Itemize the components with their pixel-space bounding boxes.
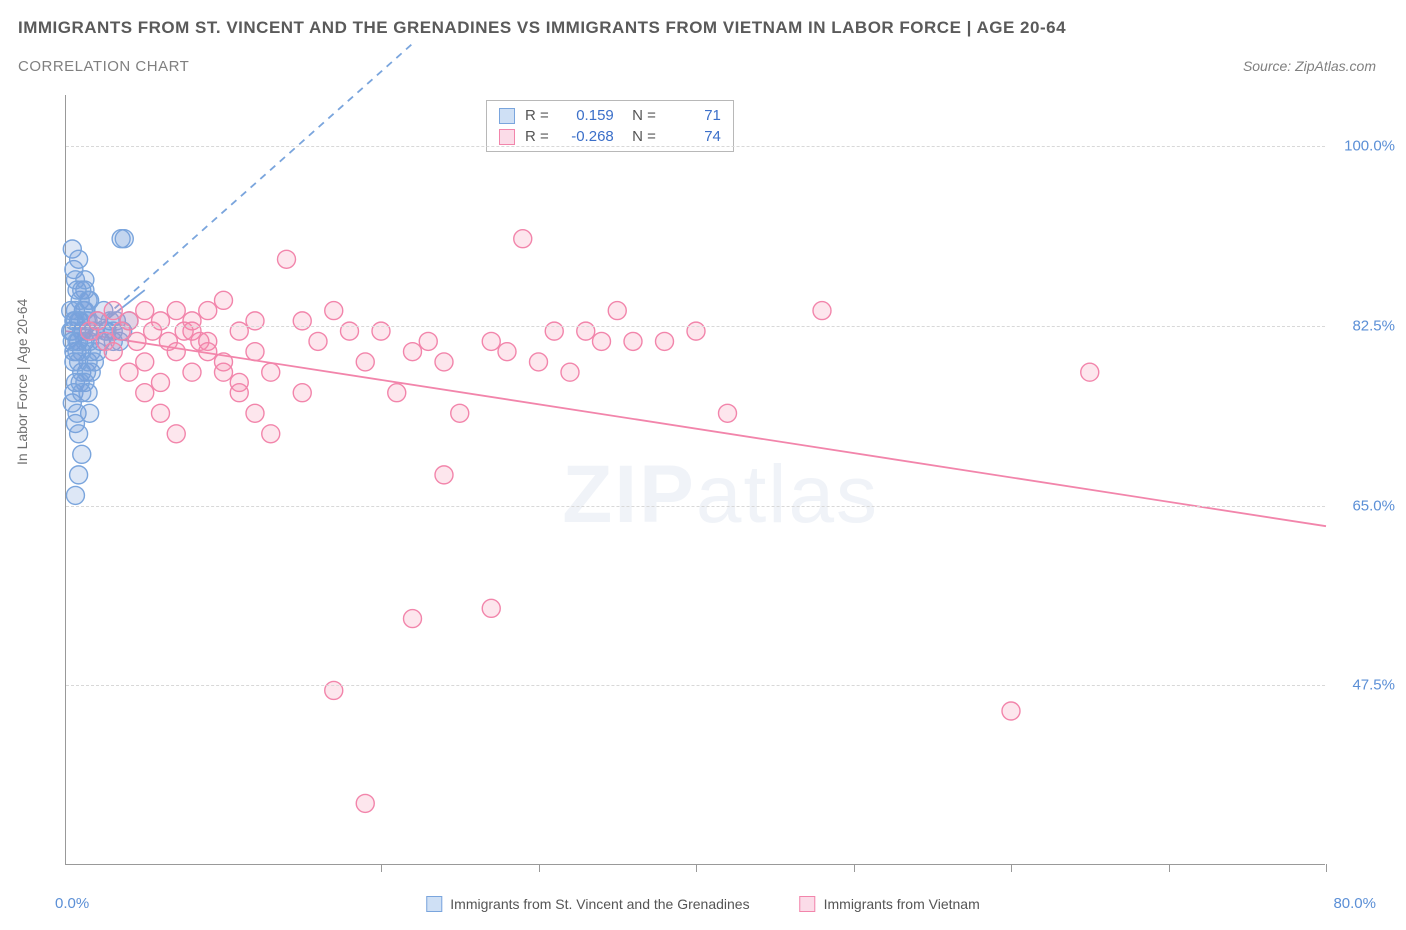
stats-legend-box: R = 0.159 N = 71 R = -0.268 N = 74 [486, 100, 734, 152]
legend-item-a: Immigrants from St. Vincent and the Gren… [426, 896, 749, 912]
y-tick-label: 82.5% [1352, 318, 1395, 335]
bottom-legend: Immigrants from St. Vincent and the Gren… [426, 896, 979, 912]
chart-subtitle: CORRELATION CHART [18, 58, 189, 75]
y-tick-label: 47.5% [1352, 677, 1395, 694]
source-label: Source: ZipAtlas.com [1243, 58, 1376, 74]
legend-label-a: Immigrants from St. Vincent and the Gren… [450, 896, 749, 912]
x-axis-min-label: 0.0% [55, 895, 89, 912]
r-value-a: 0.159 [559, 107, 614, 124]
n-label: N = [624, 128, 656, 145]
y-tick-label: 100.0% [1344, 138, 1395, 155]
r-label: R = [525, 128, 549, 145]
n-value-a: 71 [666, 107, 721, 124]
swatch-series-a [499, 108, 515, 124]
y-axis-label: In Labor Force | Age 20-64 [14, 299, 30, 465]
stats-row-series-a: R = 0.159 N = 71 [499, 105, 721, 126]
legend-swatch-a [426, 896, 442, 912]
x-axis-max-label: 80.0% [1333, 895, 1376, 912]
legend-item-b: Immigrants from Vietnam [800, 896, 980, 912]
y-tick-label: 65.0% [1352, 497, 1395, 514]
swatch-series-b [499, 129, 515, 145]
stats-row-series-b: R = -0.268 N = 74 [499, 126, 721, 147]
chart-title: IMMIGRANTS FROM ST. VINCENT AND THE GREN… [18, 18, 1066, 38]
legend-label-b: Immigrants from Vietnam [824, 896, 980, 912]
r-value-b: -0.268 [559, 128, 614, 145]
r-label: R = [525, 107, 549, 124]
n-value-b: 74 [666, 128, 721, 145]
n-label: N = [624, 107, 656, 124]
chart-plot-area: ZIPatlas R = 0.159 N = 71 R = -0.268 N =… [65, 95, 1325, 865]
scatter-svg [66, 95, 1325, 864]
legend-swatch-b [800, 896, 816, 912]
